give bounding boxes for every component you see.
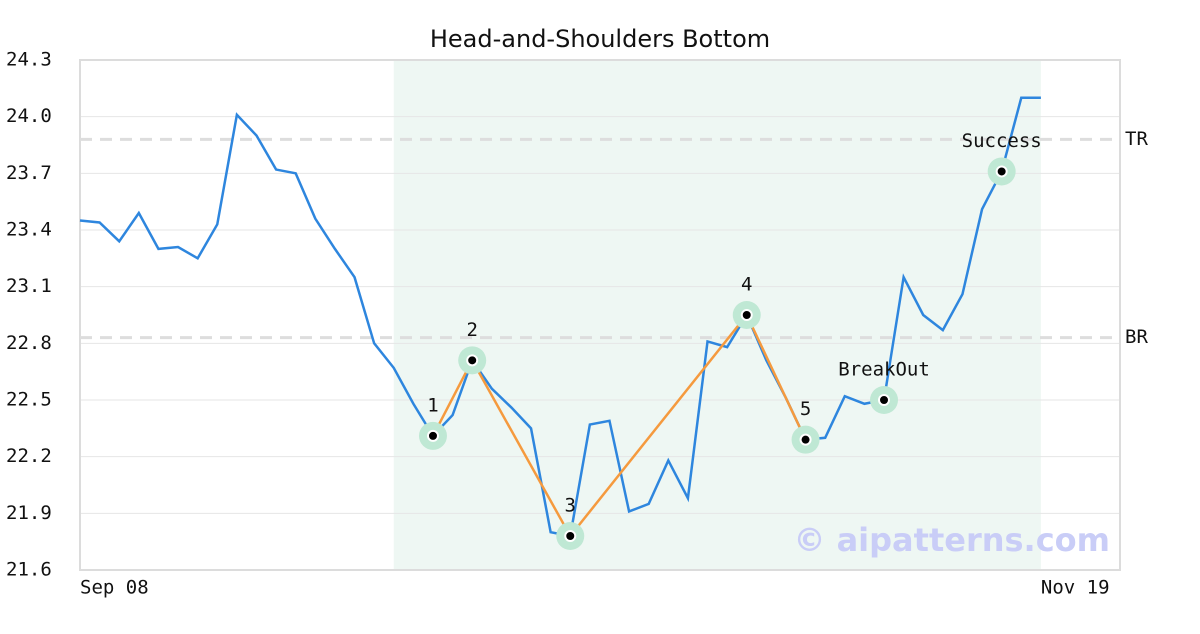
watermark: © aipatterns.com: [793, 521, 1110, 559]
foreground-layer: 21.6 21.9 22.2 22.5 22.8 23.1 23.4 23.7 24.0 24.3…: [6, 49, 1148, 599]
level-label: BR: [1125, 326, 1148, 348]
x-tick-label: Sep 08: [80, 577, 149, 599]
pattern-label: 4: [741, 274, 752, 296]
pattern-dot: [564, 530, 577, 542]
pattern-dot: [799, 433, 812, 446]
y-tick-label: 24.0: [6, 105, 52, 127]
y-tick-label: 22.2: [6, 445, 52, 467]
y-tick-label: 22.5: [6, 389, 52, 411]
pattern-dot: [995, 165, 1008, 178]
pattern-label: 5: [800, 398, 811, 420]
pattern-label: BreakOut: [838, 359, 930, 381]
y-tick-label: 22.8: [6, 332, 52, 354]
pattern-label: Success: [962, 130, 1042, 152]
pattern-label: 3: [565, 495, 576, 517]
y-tick-label: 23.4: [6, 219, 52, 241]
y-tick-label: 21.9: [6, 502, 52, 524]
y-tick-label: 23.1: [6, 275, 52, 297]
pattern-label: 2: [466, 319, 477, 341]
plot-frame: [79, 59, 1121, 571]
highlight-region: [393, 60, 1041, 570]
pattern-dot: [878, 394, 891, 406]
background-layer: [79, 59, 1121, 571]
pattern-dot: [426, 429, 439, 442]
level-label: TR: [1125, 128, 1148, 150]
y-tick-label: 23.7: [6, 162, 52, 184]
pattern-dot: [740, 309, 753, 321]
y-tick-label: 21.6: [6, 559, 52, 581]
y-tick-label: 24.3: [6, 49, 52, 71]
pattern-label: 1: [427, 394, 438, 416]
x-tick-label: Nov 19: [1041, 577, 1110, 599]
pattern-dot: [466, 354, 479, 367]
chart-title: Head-and-Shoulders Bottom: [430, 25, 770, 53]
